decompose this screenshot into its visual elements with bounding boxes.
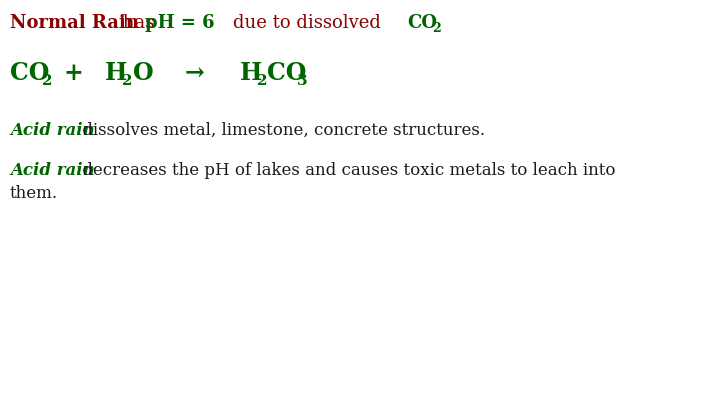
- Text: decreases the pH of lakes and causes toxic metals to leach into: decreases the pH of lakes and causes tox…: [77, 162, 616, 179]
- Text: O: O: [133, 61, 153, 85]
- Text: pH = 6: pH = 6: [145, 14, 215, 32]
- Text: Acid rain: Acid rain: [10, 122, 95, 139]
- Text: due to dissolved: due to dissolved: [210, 14, 387, 32]
- Text: +: +: [63, 61, 83, 85]
- Text: 2: 2: [42, 74, 53, 88]
- Text: 2: 2: [257, 74, 268, 88]
- Text: 2: 2: [122, 74, 132, 88]
- Text: has: has: [117, 14, 160, 32]
- Text: CO: CO: [10, 61, 50, 85]
- Text: dissolves metal, limestone, concrete structures.: dissolves metal, limestone, concrete str…: [77, 122, 485, 139]
- Text: Normal Rain: Normal Rain: [10, 14, 139, 32]
- Text: H: H: [240, 61, 262, 85]
- Text: Acid rain: Acid rain: [10, 162, 95, 179]
- Text: →: →: [185, 61, 204, 85]
- Text: them.: them.: [10, 185, 58, 202]
- Text: CO: CO: [407, 14, 437, 32]
- Text: 2: 2: [432, 22, 441, 35]
- Text: CO: CO: [267, 61, 307, 85]
- Text: 3: 3: [297, 74, 307, 88]
- Text: H: H: [105, 61, 127, 85]
